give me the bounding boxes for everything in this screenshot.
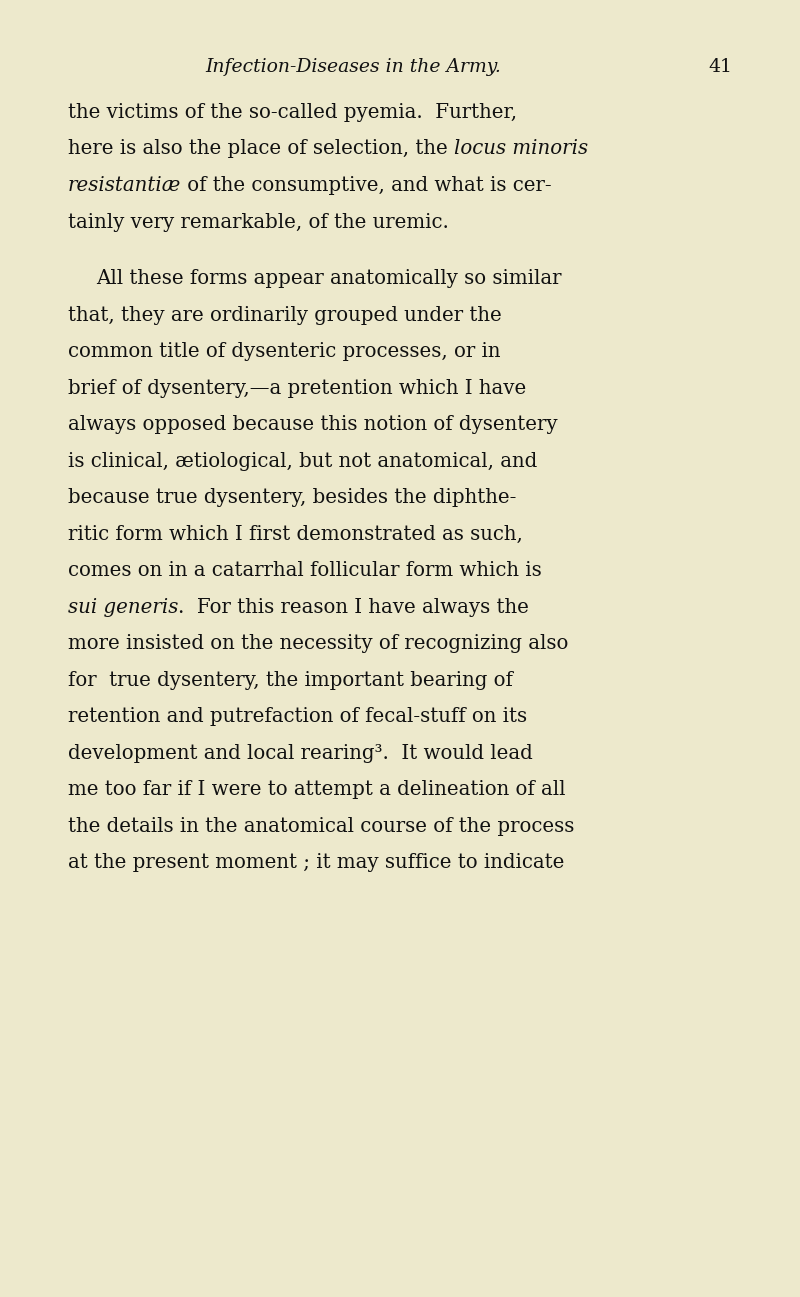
Text: .  For this reason I have always the: . For this reason I have always the <box>178 598 530 616</box>
Text: ritic form which I first demonstrated as such,: ritic form which I first demonstrated as… <box>68 524 523 543</box>
Text: 41: 41 <box>708 58 732 77</box>
Text: the victims of the so-called pyemia.  Further,: the victims of the so-called pyemia. Fur… <box>68 102 517 122</box>
Text: comes on in a catarrhal follicular form which is: comes on in a catarrhal follicular form … <box>68 562 542 580</box>
Text: Infection-Diseases in the Army.: Infection-Diseases in the Army. <box>206 58 502 77</box>
Text: tainly very remarkable, of the uremic.: tainly very remarkable, of the uremic. <box>68 213 449 231</box>
Text: for  true dysentery, the important bearing of: for true dysentery, the important bearin… <box>68 671 513 690</box>
Text: of the consumptive, and what is cer-: of the consumptive, and what is cer- <box>182 176 552 195</box>
Text: always opposed because this notion of dysentery: always opposed because this notion of dy… <box>68 415 558 434</box>
Text: locus minoris: locus minoris <box>454 140 588 158</box>
Text: at the present moment ; it may suffice to indicate: at the present moment ; it may suffice t… <box>68 853 564 872</box>
Text: sui generis: sui generis <box>68 598 178 616</box>
Text: because true dysentery, besides the diphthe-: because true dysentery, besides the diph… <box>68 488 516 507</box>
Text: resistantiæ: resistantiæ <box>68 176 182 195</box>
Text: the details in the anatomical course of the process: the details in the anatomical course of … <box>68 817 574 835</box>
Text: brief of dysentery,—a pretention which I have: brief of dysentery,—a pretention which I… <box>68 379 526 398</box>
Text: that, they are ordinarily grouped under the: that, they are ordinarily grouped under … <box>68 306 502 324</box>
Text: more insisted on the necessity of recognizing also: more insisted on the necessity of recogn… <box>68 634 568 654</box>
Text: common title of dysenteric processes, or in: common title of dysenteric processes, or… <box>68 342 501 361</box>
Text: development and local rearing³.  It would lead: development and local rearing³. It would… <box>68 743 533 763</box>
Text: me too far if I were to attempt a delineation of all: me too far if I were to attempt a deline… <box>68 779 566 799</box>
Text: All these forms appear anatomically so similar: All these forms appear anatomically so s… <box>96 268 562 288</box>
Text: is clinical, ætiological, but not anatomical, and: is clinical, ætiological, but not anatom… <box>68 451 538 471</box>
Text: retention and putrefaction of fecal-stuff on its: retention and putrefaction of fecal-stuf… <box>68 707 527 726</box>
Text: here is also the place of selection, the: here is also the place of selection, the <box>68 140 454 158</box>
